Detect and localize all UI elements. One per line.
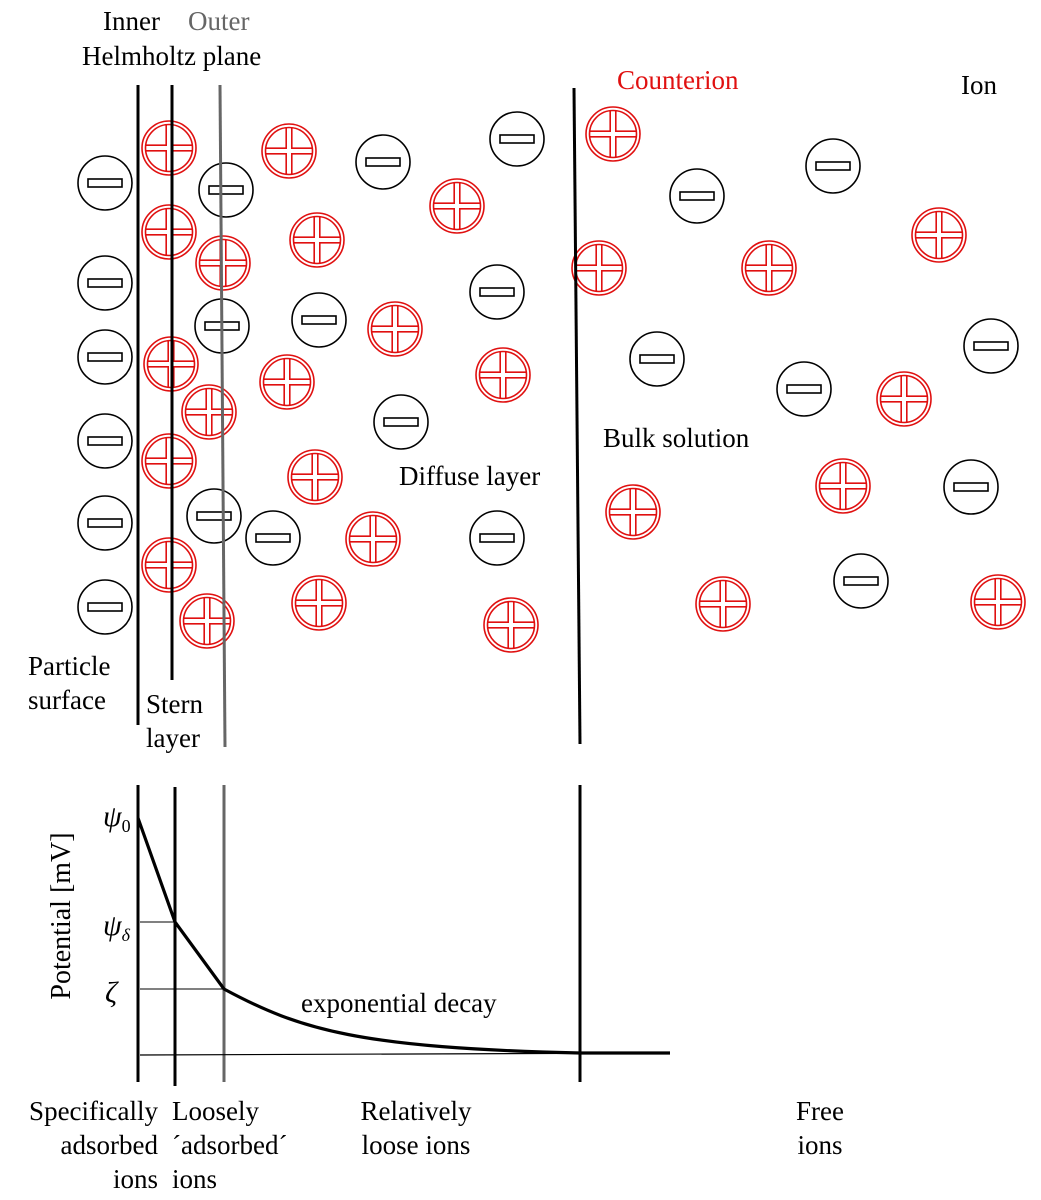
anion-icon: [943, 459, 999, 515]
counterion-icon: [970, 574, 1026, 630]
counterion-icon: [483, 597, 539, 653]
anion-icon: [186, 488, 242, 544]
potential-curve: [136, 817, 670, 1055]
bulk-boundary-line: [572, 87, 582, 745]
stern-label: Stern: [146, 689, 203, 719]
counterion-icon: [605, 484, 661, 540]
specifically-line3: ions: [112, 1164, 158, 1194]
helmholtz-word: Helmholtz: [82, 41, 196, 71]
psi0-symbol: ψ: [103, 800, 122, 833]
exponential-decay-label: exponential decay: [301, 988, 497, 1018]
counterion-icon: [261, 123, 317, 179]
counterion-label: Counterion: [617, 65, 739, 95]
counterion-icon: [141, 204, 197, 260]
zeta-label: ζ: [105, 976, 118, 1009]
anion-icon: [629, 331, 685, 387]
psi0-label: ψ0: [103, 800, 131, 843]
anion-icon: [489, 111, 545, 167]
anion-icon: [77, 413, 133, 469]
loosely-line2: ´adsorbed´: [172, 1130, 288, 1160]
loosely-line3: ions: [172, 1164, 218, 1194]
counterion-icon: [429, 178, 485, 234]
psid-symbol: ψ: [103, 909, 122, 942]
particle-label: Particle: [28, 651, 111, 681]
counterion-icon: [815, 458, 871, 514]
loosely-adsorbed-label: Loosely ´adsorbed´ ions: [172, 1094, 287, 1196]
anion-icon: [469, 510, 525, 566]
anion-icon: [77, 495, 133, 551]
anion-icon: [198, 162, 254, 218]
counterion-icon: [741, 240, 797, 296]
outer-helmholtz-plane-line: [218, 84, 227, 748]
counterion-icon: [345, 511, 401, 567]
surface-label: surface: [28, 685, 106, 715]
relatively-loose-label: Relatively loose ions: [336, 1094, 496, 1162]
bulk-solution-label: Bulk solution: [603, 423, 750, 453]
counterion-icon: [911, 207, 967, 263]
specifically-line2: adsorbed: [60, 1130, 158, 1160]
relatively-line1: Relatively: [360, 1096, 472, 1126]
free-ions-label: Free ions: [760, 1094, 880, 1162]
anion-icon: [833, 553, 889, 609]
specifically-adsorbed-label: Specifically adsorbed ions: [0, 1094, 158, 1196]
specifically-line1: Specifically: [29, 1096, 158, 1126]
counterion-icon: [585, 106, 641, 162]
relatively-line2: loose ions: [361, 1130, 471, 1160]
anion-icon: [245, 510, 301, 566]
anion-icon: [77, 579, 133, 635]
counterion-icon: [287, 449, 343, 505]
ion-label: Ion: [961, 70, 997, 100]
psid-subscript: δ: [121, 925, 131, 945]
free-line1: Free: [796, 1096, 844, 1126]
counterion-icon: [695, 576, 751, 632]
counterion-icon: [141, 120, 197, 176]
loosely-line1: Loosely: [172, 1096, 259, 1126]
psi0-subscript: 0: [121, 816, 131, 836]
anion-icon: [805, 138, 861, 194]
anion-icon: [669, 168, 725, 224]
anion-icon: [77, 155, 133, 211]
inner-label: Inner: [103, 6, 160, 36]
counterion-icon: [141, 537, 197, 593]
free-line2: ions: [797, 1130, 843, 1160]
anion-icon: [963, 318, 1019, 374]
anion-icon: [373, 394, 429, 450]
plane-word: plane: [202, 41, 262, 71]
anion-icon: [355, 134, 411, 190]
anion-icon: [291, 292, 347, 348]
layer-label: layer: [146, 723, 200, 753]
counterion-icon: [876, 371, 932, 427]
counterion-icon: [141, 433, 197, 489]
counterion-icon: [289, 212, 345, 268]
anion-icon: [77, 255, 133, 311]
counterion-icon: [475, 347, 531, 403]
helmholtz-plane-label: Helmholtz plane: [82, 39, 261, 73]
diffuse-layer-label: Diffuse layer: [399, 461, 541, 491]
counterion-icon: [181, 384, 237, 440]
anion-icon: [469, 264, 525, 320]
outer-label: Outer: [188, 6, 250, 36]
anion-icon: [77, 329, 133, 385]
counterion-icon: [195, 235, 251, 291]
counterion-icon: [571, 240, 627, 296]
counterion-icon: [291, 575, 347, 631]
counterion-icon: [367, 301, 423, 357]
counterion-icon: [259, 354, 315, 410]
y-axis-label: Potential [mV]: [46, 832, 77, 1000]
anion-icon: [776, 361, 832, 417]
counterion-icon: [179, 593, 235, 649]
psid-label: ψδ: [103, 909, 130, 952]
